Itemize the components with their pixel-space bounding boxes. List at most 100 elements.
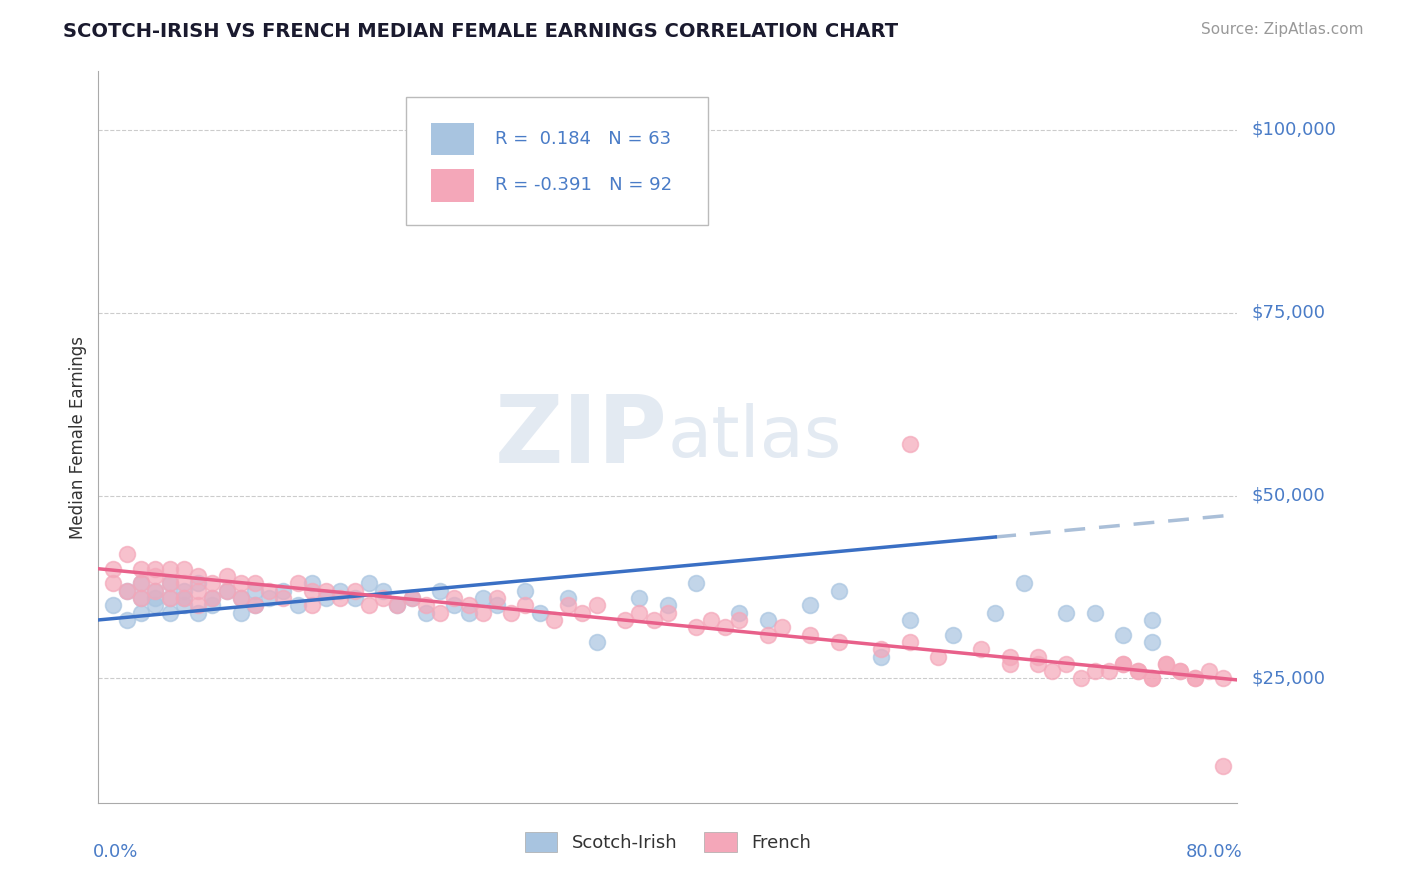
Point [229, 576, 252, 591]
Point [728, 613, 751, 627]
Point [259, 591, 281, 605]
Point [273, 583, 295, 598]
Point [229, 591, 252, 605]
Point [201, 576, 224, 591]
Point [243, 599, 266, 613]
Point [415, 599, 437, 613]
Point [457, 599, 479, 613]
Point [115, 583, 138, 598]
Point [101, 599, 124, 613]
Point [145, 591, 167, 605]
FancyBboxPatch shape [432, 122, 474, 155]
Point [159, 576, 181, 591]
Text: ZIP: ZIP [495, 391, 668, 483]
Point [486, 591, 509, 605]
Point [557, 591, 579, 605]
Point [870, 649, 893, 664]
Point [115, 613, 138, 627]
Point [401, 591, 423, 605]
Point [173, 591, 195, 605]
Point [129, 576, 152, 591]
Point [101, 562, 124, 576]
Point [357, 599, 380, 613]
FancyBboxPatch shape [406, 97, 707, 225]
Point [329, 591, 352, 605]
Point [301, 576, 323, 591]
Point [145, 569, 167, 583]
Text: 0.0%: 0.0% [93, 843, 138, 861]
Point [685, 576, 707, 591]
Point [201, 591, 224, 605]
Point [443, 591, 465, 605]
Point [614, 613, 637, 627]
Point [129, 606, 152, 620]
Point [543, 613, 565, 627]
Y-axis label: Median Female Earnings: Median Female Earnings [69, 335, 87, 539]
Point [1084, 664, 1107, 678]
Point [373, 591, 395, 605]
Point [998, 657, 1021, 671]
Point [243, 583, 266, 598]
Point [145, 562, 167, 576]
Point [343, 583, 366, 598]
Point [315, 591, 337, 605]
Point [287, 576, 309, 591]
Point [585, 599, 607, 613]
Text: R =  0.184   N = 63: R = 0.184 N = 63 [495, 129, 671, 148]
Point [1056, 606, 1078, 620]
Point [756, 613, 779, 627]
Point [373, 583, 395, 598]
Point [1084, 606, 1107, 620]
Point [1126, 664, 1149, 678]
Point [643, 613, 665, 627]
FancyBboxPatch shape [432, 169, 474, 202]
Point [1012, 576, 1035, 591]
Point [159, 591, 181, 605]
Point [471, 606, 494, 620]
Point [443, 599, 465, 613]
Point [515, 599, 537, 613]
Point [229, 606, 252, 620]
Point [685, 620, 707, 634]
Point [756, 627, 779, 641]
Point [1198, 664, 1220, 678]
Point [343, 591, 366, 605]
Text: $100,000: $100,000 [1251, 121, 1336, 139]
Point [1026, 649, 1049, 664]
Point [571, 606, 593, 620]
Point [870, 642, 893, 657]
Point [501, 606, 523, 620]
Point [471, 591, 494, 605]
Point [1098, 664, 1121, 678]
Point [415, 606, 437, 620]
Point [1040, 664, 1063, 678]
Point [1212, 672, 1234, 686]
Point [201, 591, 224, 605]
Point [243, 576, 266, 591]
Point [387, 599, 409, 613]
Text: $25,000: $25,000 [1251, 670, 1326, 688]
Point [942, 627, 965, 641]
Point [898, 613, 921, 627]
Point [699, 613, 721, 627]
Point [173, 562, 195, 576]
Point [215, 583, 238, 598]
Point [898, 437, 921, 451]
Point [1112, 627, 1135, 641]
Point [657, 606, 679, 620]
Point [273, 591, 295, 605]
Point [1170, 664, 1192, 678]
Text: $75,000: $75,000 [1251, 304, 1326, 322]
Text: 80.0%: 80.0% [1187, 843, 1243, 861]
Point [387, 599, 409, 613]
Point [159, 591, 181, 605]
Point [1140, 672, 1163, 686]
Point [101, 576, 124, 591]
Point [259, 583, 281, 598]
Point [173, 583, 195, 598]
Point [1140, 672, 1163, 686]
Point [215, 583, 238, 598]
Point [529, 606, 551, 620]
Point [970, 642, 993, 657]
Point [927, 649, 949, 664]
